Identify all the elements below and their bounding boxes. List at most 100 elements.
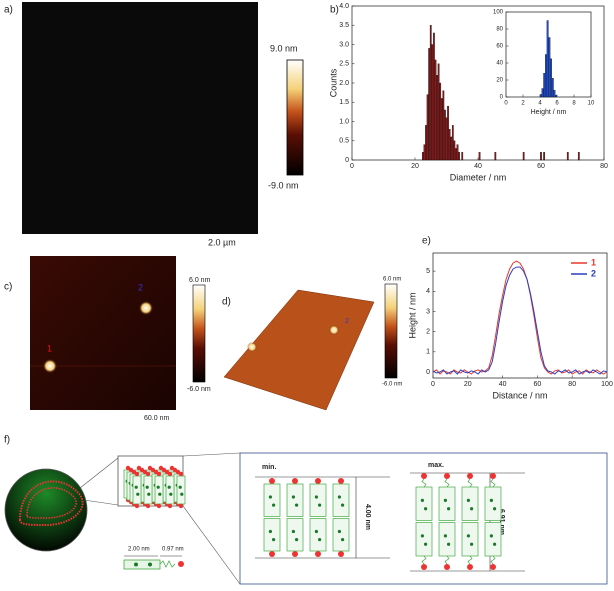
color-bar [286, 59, 304, 176]
molecule-head [145, 471, 151, 477]
molecule-core [461, 522, 479, 557]
bar [494, 152, 497, 161]
membrane [26, 487, 77, 519]
bar [433, 32, 435, 161]
molecule-head [134, 471, 140, 477]
x-tick-label: 80 [600, 163, 608, 170]
molecule-head [338, 478, 344, 484]
y-tick-label: 2.0 [339, 80, 349, 87]
bar [434, 59, 437, 161]
bar [540, 152, 542, 161]
molecule-tail [444, 478, 450, 488]
bar [453, 140, 456, 161]
molecule-group [134, 485, 138, 489]
bilayer-detail [263, 473, 502, 570]
molecule-head [178, 561, 184, 567]
molecule-tail [467, 555, 473, 565]
bar [451, 125, 454, 161]
x-axis-label: Height / nm [531, 109, 567, 116]
molecule-group [470, 542, 474, 546]
molecule-head [490, 473, 496, 479]
zoom-line [83, 499, 119, 506]
bar [425, 125, 427, 161]
y-tick-label: 2.5 [339, 61, 349, 68]
molecule-head [156, 503, 162, 509]
molecule-group [268, 529, 272, 534]
molecule-group [447, 507, 451, 511]
bar [543, 73, 546, 98]
molecule-group [272, 538, 276, 542]
color-bar [384, 283, 398, 379]
max-height: 6.91 nm [498, 509, 505, 535]
molecule-head [178, 471, 184, 477]
molecule-group [489, 498, 493, 502]
panel-label: d) [222, 297, 231, 308]
bar [426, 94, 429, 161]
molecule-group [341, 503, 345, 507]
molecule-group [466, 534, 470, 538]
particle [247, 342, 257, 352]
molecule-head [167, 471, 173, 477]
scale-min: -6.0 nm [382, 382, 402, 388]
y-tick-label: 2 [426, 328, 430, 335]
scale-max: 6.0 nm [383, 277, 401, 283]
molecule-group [443, 498, 447, 502]
molecule-head [292, 551, 298, 557]
molecule-group [145, 485, 149, 489]
legend-label: 1 [591, 257, 596, 267]
molecule-group [169, 492, 173, 496]
bar [550, 58, 552, 98]
zoom-line [182, 452, 241, 457]
molecule-group [318, 538, 322, 542]
bar [478, 152, 481, 161]
particle-marker: 2 [345, 318, 349, 325]
afm-3d-surface [223, 289, 375, 411]
molecule-group [180, 492, 184, 496]
membrane [18, 480, 84, 527]
molecule-core [143, 475, 153, 505]
y-tick-label: 1.0 [339, 118, 349, 125]
molecule-group [337, 529, 341, 534]
panel-label: e) [422, 236, 431, 247]
molecule-tail [444, 555, 450, 565]
y-tick-label: 80 [496, 27, 503, 33]
molecule-head [145, 503, 151, 509]
bar [458, 152, 460, 161]
molecule-head [421, 473, 427, 479]
molecule-head [315, 551, 321, 557]
molecule-tail [159, 560, 176, 568]
panel-label: f) [4, 435, 10, 446]
y-tick-label: 0 [426, 369, 430, 376]
core-length: 2.00 nm [128, 547, 150, 553]
bar [553, 90, 556, 98]
afm-image [22, 2, 258, 234]
molecule-core [263, 518, 281, 552]
bar [422, 152, 424, 161]
molecule-core [332, 518, 350, 552]
bar [440, 98, 443, 161]
bar [541, 88, 544, 98]
min-height: 4.00 nm [364, 504, 371, 530]
molecule-head [421, 564, 427, 570]
particle-marker: 1 [47, 343, 52, 353]
panel-label: c) [4, 282, 12, 293]
line-series [432, 266, 608, 375]
x-tick-label: 20 [411, 163, 419, 170]
molecule-tail [467, 478, 473, 488]
molecule-group [291, 529, 295, 534]
molecule-group [178, 485, 182, 489]
molecule-core [263, 483, 281, 517]
bar [439, 82, 442, 161]
bar [436, 75, 438, 161]
molecule-core [123, 559, 161, 570]
panel-label: b) [330, 5, 339, 16]
molecule-core [332, 483, 350, 517]
molecule-group [314, 495, 318, 499]
molecule-group [447, 542, 451, 546]
bar [431, 44, 434, 161]
min-label: min. [262, 464, 276, 471]
bar [461, 152, 464, 161]
bar [445, 117, 448, 161]
scale-bar-label: 2.0 µm [208, 237, 236, 247]
